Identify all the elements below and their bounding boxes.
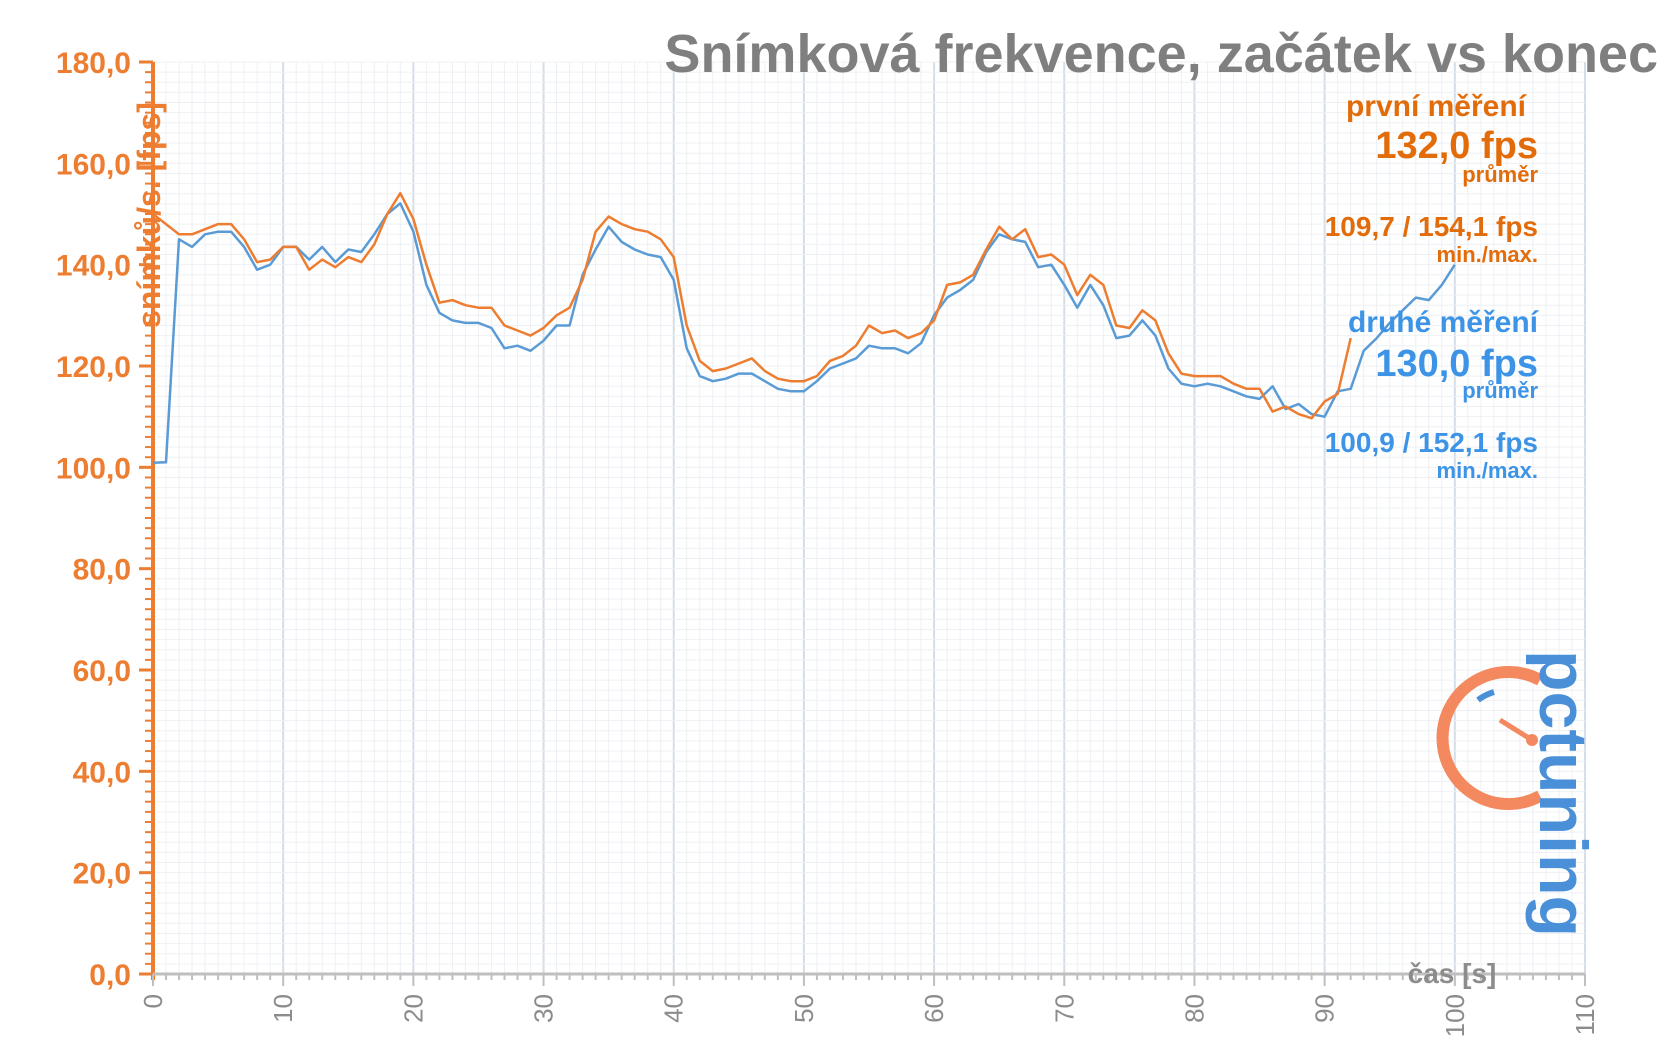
pctuning-logo: pctuning [1436, 650, 1601, 937]
series-line-second [152, 202, 1456, 465]
legend-first-minmax-label: min./max. [1437, 242, 1538, 267]
y-tick-label: 40,0 [73, 756, 131, 789]
axes [139, 60, 1586, 986]
y-tick-label: 140,0 [56, 250, 131, 283]
x-tick-label: 40 [659, 994, 689, 1023]
y-tick-label: 120,0 [56, 351, 131, 384]
x-tick-label: 70 [1049, 994, 1079, 1023]
series-line-first [152, 191, 1352, 420]
x-tick-label: 60 [919, 994, 949, 1023]
x-tick-label: 50 [789, 994, 819, 1023]
y-axis-label: snímků/s. [fps] [131, 102, 167, 328]
legend: první měření 132,0 fps průměr 109,7 / 15… [1325, 90, 1540, 483]
y-tick-label: 0,0 [89, 959, 131, 992]
gauge-icon [1436, 666, 1543, 810]
x-tick-label: 0 [138, 994, 168, 1008]
y-tick-label: 20,0 [73, 858, 131, 891]
x-tick-label: 30 [529, 994, 559, 1023]
series-lines [152, 191, 1456, 465]
legend-first-avg-label: průměr [1462, 162, 1538, 187]
x-tick-label: 110 [1570, 994, 1600, 1035]
x-tick-label: 90 [1310, 994, 1340, 1023]
grid [152, 61, 1586, 975]
chart-title: Snímková frekvence, začátek vs konec [664, 24, 1658, 84]
legend-first-name: první měření [1346, 90, 1528, 123]
legend-second-minmax-label: min./max. [1437, 458, 1538, 483]
legend-second-minmax: 100,9 / 152,1 fps [1325, 427, 1538, 458]
logo-text: pctuning [1525, 650, 1601, 937]
legend-second-avg-label: průměr [1462, 378, 1538, 403]
x-tick-label: 10 [268, 994, 298, 1023]
y-tick-label: 100,0 [56, 452, 131, 485]
legend-first-minmax: 109,7 / 154,1 fps [1325, 211, 1538, 242]
tick-labels: 0,0 20,0 40,0 60,0 80,0 100,0 120,0 140,0 160,0 1… [56, 47, 1600, 1037]
x-axis-label: čas [s] [1408, 958, 1497, 989]
x-tick-label: 20 [398, 994, 428, 1023]
y-tick-label: 160,0 [56, 148, 131, 181]
y-tick-label: 80,0 [73, 554, 131, 587]
legend-first-avg: 132,0 fps [1375, 125, 1538, 167]
y-tick-label: 60,0 [73, 655, 131, 688]
x-tick-label: 80 [1179, 994, 1209, 1023]
x-tick-label: 100 [1440, 994, 1470, 1037]
y-tick-label: 180,0 [56, 47, 131, 80]
legend-second-name: druhé měření [1348, 306, 1540, 339]
legend-second-avg: 130,0 fps [1375, 343, 1538, 385]
